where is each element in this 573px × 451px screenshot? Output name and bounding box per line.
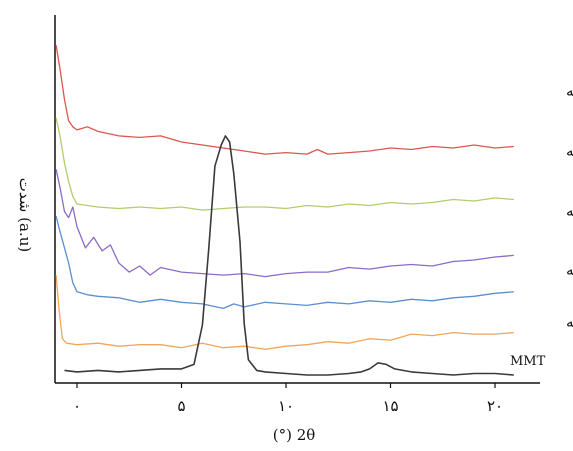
- series-label: MMT ۳٪ - نشاسته: [566, 202, 573, 220]
- series-line: [55, 169, 514, 278]
- y-axis-title: شدت (a.u): [16, 178, 34, 252]
- series-line: [64, 135, 514, 376]
- series-line: [55, 215, 514, 310]
- series-line: [55, 275, 514, 350]
- series-label: MMT ۰٪ - نشاسته: [566, 82, 573, 100]
- series-line: [55, 117, 514, 211]
- x-tick-label: ۱۰: [278, 397, 294, 415]
- series-label: MMT ۵٪ - نشاسته: [566, 261, 573, 279]
- x-ticks: ۰ ۵ ۱۰ ۱۵ ۲۰: [73, 383, 503, 415]
- x-tick-label: ۲۰: [487, 397, 503, 415]
- x-tick-label: ۵: [177, 397, 185, 415]
- series-label: MMT ۹٪ - نشاسته: [566, 142, 573, 160]
- axes: [54, 15, 540, 384]
- series-label: MMT: [510, 354, 546, 369]
- series-lines: [55, 44, 514, 376]
- series-line: [55, 44, 514, 155]
- series-labels: MMT ۰٪ - نشاسته MMT ۹٪ - نشاسته MMT ۳٪ - ن…: [510, 82, 573, 369]
- series-label: MMT ۷٪ - نشاسته: [566, 313, 573, 331]
- x-tick-label: ۰: [73, 397, 81, 415]
- x-tick-label: ۱۵: [382, 397, 398, 415]
- x-axis-title: (°) 2θ: [273, 426, 316, 444]
